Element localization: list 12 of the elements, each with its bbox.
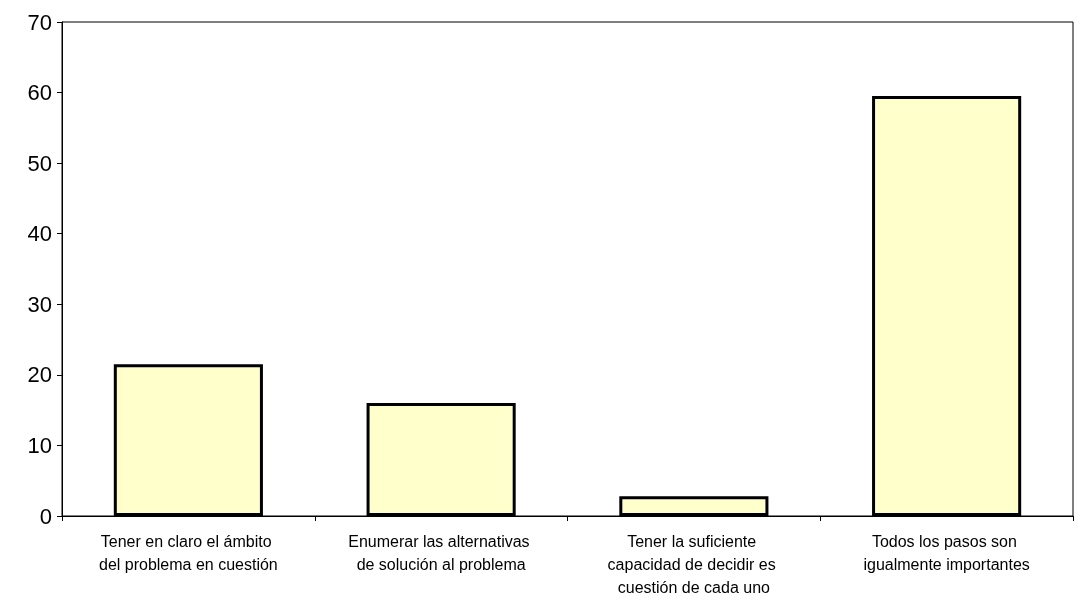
y-tick-label: 60 (27, 80, 52, 106)
y-tick-label: 30 (27, 291, 52, 317)
x-tick-label: Todos los pasos son igualmente importantes (863, 533, 1030, 573)
y-tick-label: 50 (27, 150, 52, 176)
y-tick-label: 0 (39, 503, 52, 529)
x-tick-label: Tener en claro el ámbito del problema en cuestión (98, 533, 278, 573)
y-tick-label: 10 (27, 432, 52, 458)
y-tick-label: 40 (27, 221, 52, 247)
y-tick-label: 20 (27, 362, 52, 388)
x-tick-label: Tener la suficiente capacidad de decidir es cuestión de cada uno (607, 533, 781, 596)
y-tick-label: 70 (27, 9, 52, 35)
x-tick-label: Enumerar las alternativas de solución al problema (348, 533, 535, 573)
